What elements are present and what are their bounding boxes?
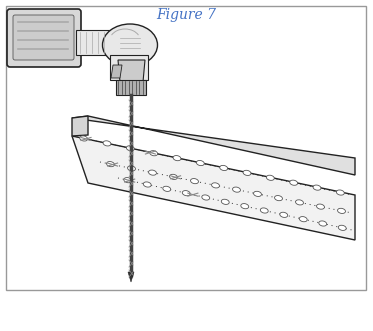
Ellipse shape xyxy=(103,24,157,66)
Ellipse shape xyxy=(126,146,134,151)
Polygon shape xyxy=(116,80,146,95)
Bar xyxy=(6,6,366,290)
Polygon shape xyxy=(72,116,355,175)
Ellipse shape xyxy=(143,182,151,187)
Text: Figure 7: Figure 7 xyxy=(156,8,216,22)
Ellipse shape xyxy=(163,186,171,191)
Ellipse shape xyxy=(232,187,241,192)
Ellipse shape xyxy=(80,136,88,141)
Ellipse shape xyxy=(150,151,158,156)
Ellipse shape xyxy=(241,204,249,209)
Ellipse shape xyxy=(124,177,132,183)
Ellipse shape xyxy=(336,190,344,195)
Ellipse shape xyxy=(173,156,181,161)
Ellipse shape xyxy=(202,195,210,200)
Polygon shape xyxy=(111,65,122,78)
Polygon shape xyxy=(128,272,134,282)
Ellipse shape xyxy=(197,161,204,166)
Ellipse shape xyxy=(170,174,178,179)
Ellipse shape xyxy=(103,141,111,146)
Ellipse shape xyxy=(182,191,190,196)
Ellipse shape xyxy=(313,185,321,190)
Polygon shape xyxy=(76,30,110,55)
Polygon shape xyxy=(110,55,148,80)
Ellipse shape xyxy=(280,212,288,217)
Ellipse shape xyxy=(299,216,307,222)
Polygon shape xyxy=(118,60,145,82)
FancyBboxPatch shape xyxy=(7,9,81,67)
Ellipse shape xyxy=(148,170,156,175)
Ellipse shape xyxy=(221,199,229,205)
Ellipse shape xyxy=(211,183,219,188)
Ellipse shape xyxy=(338,225,346,230)
Ellipse shape xyxy=(243,170,251,175)
Ellipse shape xyxy=(266,175,274,180)
Ellipse shape xyxy=(290,180,298,185)
Ellipse shape xyxy=(220,166,228,170)
Ellipse shape xyxy=(107,162,115,167)
Ellipse shape xyxy=(254,191,261,197)
Ellipse shape xyxy=(128,166,135,171)
Ellipse shape xyxy=(275,196,282,201)
Polygon shape xyxy=(72,136,355,240)
Ellipse shape xyxy=(319,221,327,226)
Polygon shape xyxy=(72,116,88,136)
Ellipse shape xyxy=(295,200,304,205)
Ellipse shape xyxy=(317,204,325,209)
Ellipse shape xyxy=(191,178,198,184)
FancyBboxPatch shape xyxy=(13,15,74,60)
Ellipse shape xyxy=(260,208,268,213)
Ellipse shape xyxy=(338,208,345,213)
